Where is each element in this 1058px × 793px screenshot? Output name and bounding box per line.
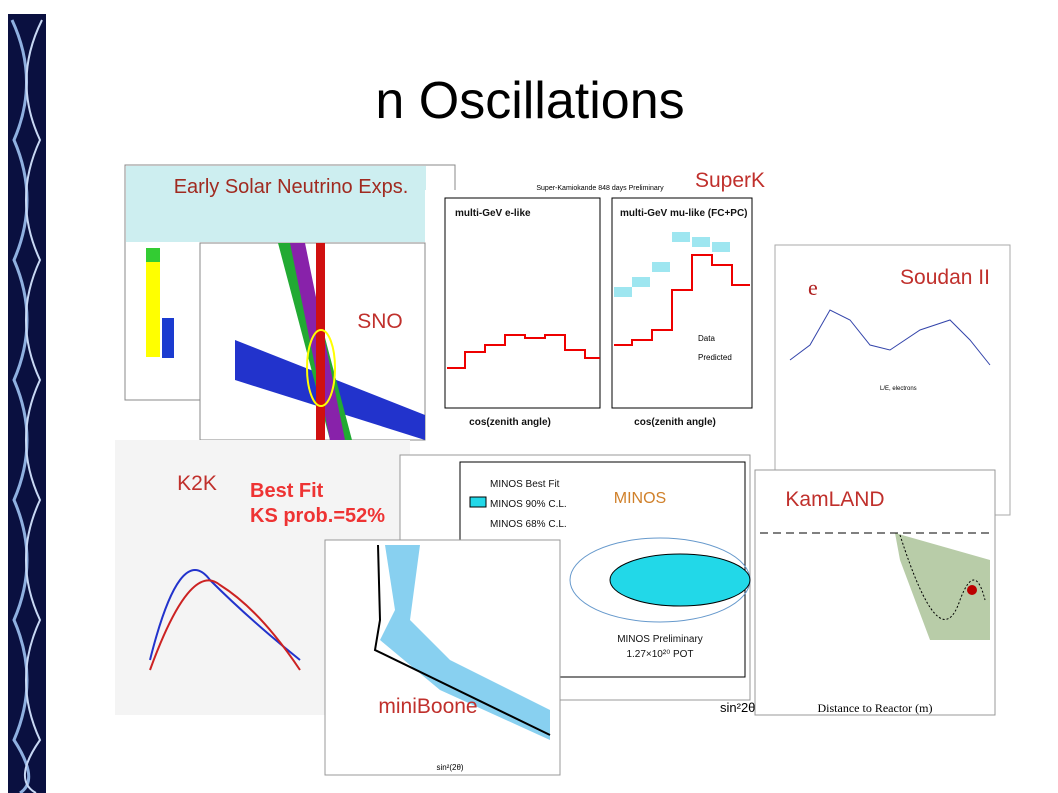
x-label: L/E, electrons (880, 386, 917, 392)
early-solar-label: Early Solar Neutrino Exps. (173, 176, 409, 198)
bar (146, 248, 160, 262)
bar (146, 262, 160, 357)
histogram (614, 254, 750, 346)
point (967, 585, 977, 595)
miniboone-label: miniBoone (378, 695, 477, 718)
lsnd-region (380, 545, 550, 740)
minos-label: MINOS (614, 490, 666, 507)
superk-label: SuperK (695, 169, 765, 192)
legend-entry: Data (698, 334, 715, 343)
x-label: sin²2θ₂₃ (720, 700, 766, 715)
soudan-label: Soudan II (900, 266, 990, 289)
k2k-fit: Best Fit (250, 480, 324, 502)
panel-title: multi-GeV e-like (455, 208, 531, 219)
curve (899, 534, 986, 620)
plot-header: Super-Kamiokande 848 days Preliminary (536, 185, 664, 192)
frame (611, 197, 753, 409)
frame (444, 197, 601, 409)
legend-swatch (469, 496, 487, 508)
minos-pot: 1.27×10²⁰ POT (626, 649, 693, 660)
predicted-boxes (614, 232, 730, 297)
cc-band (316, 243, 325, 440)
x-label: cos(zenith angle) (634, 417, 716, 428)
x-label: Distance to Reactor (m) (818, 701, 933, 715)
swirl (23, 19, 43, 793)
legend-entry: Predicted (698, 353, 732, 362)
superk-plot (425, 190, 770, 435)
curve (149, 579, 301, 671)
label-bg (126, 166, 426, 242)
slide-title: n Oscillations (375, 72, 684, 130)
legend-entry: MINOS 68% C.L. (490, 519, 567, 530)
k2k-ks: KS prob.=52% (250, 505, 385, 527)
histogram (447, 334, 600, 369)
histogram (789, 309, 991, 366)
kamland-label: KamLAND (785, 488, 884, 511)
minos-prelim: MINOS Preliminary (617, 634, 703, 645)
x-label: sin²(2θ) (436, 763, 463, 772)
legend-entry: MINOS Best Fit (490, 479, 560, 490)
bar (162, 318, 174, 358)
legend-entry: MINOS 90% C.L. (490, 499, 567, 510)
flavor-label: e (808, 275, 818, 300)
contour (306, 329, 336, 407)
panel-title: multi-GeV mu-like (FC+PC) (620, 208, 748, 219)
x-label: cos(zenith angle) (469, 417, 551, 428)
sno-label: SNO (357, 310, 403, 333)
contour (609, 553, 751, 607)
limit (373, 544, 551, 736)
band (895, 533, 990, 640)
k2k-label: K2K (177, 472, 217, 495)
